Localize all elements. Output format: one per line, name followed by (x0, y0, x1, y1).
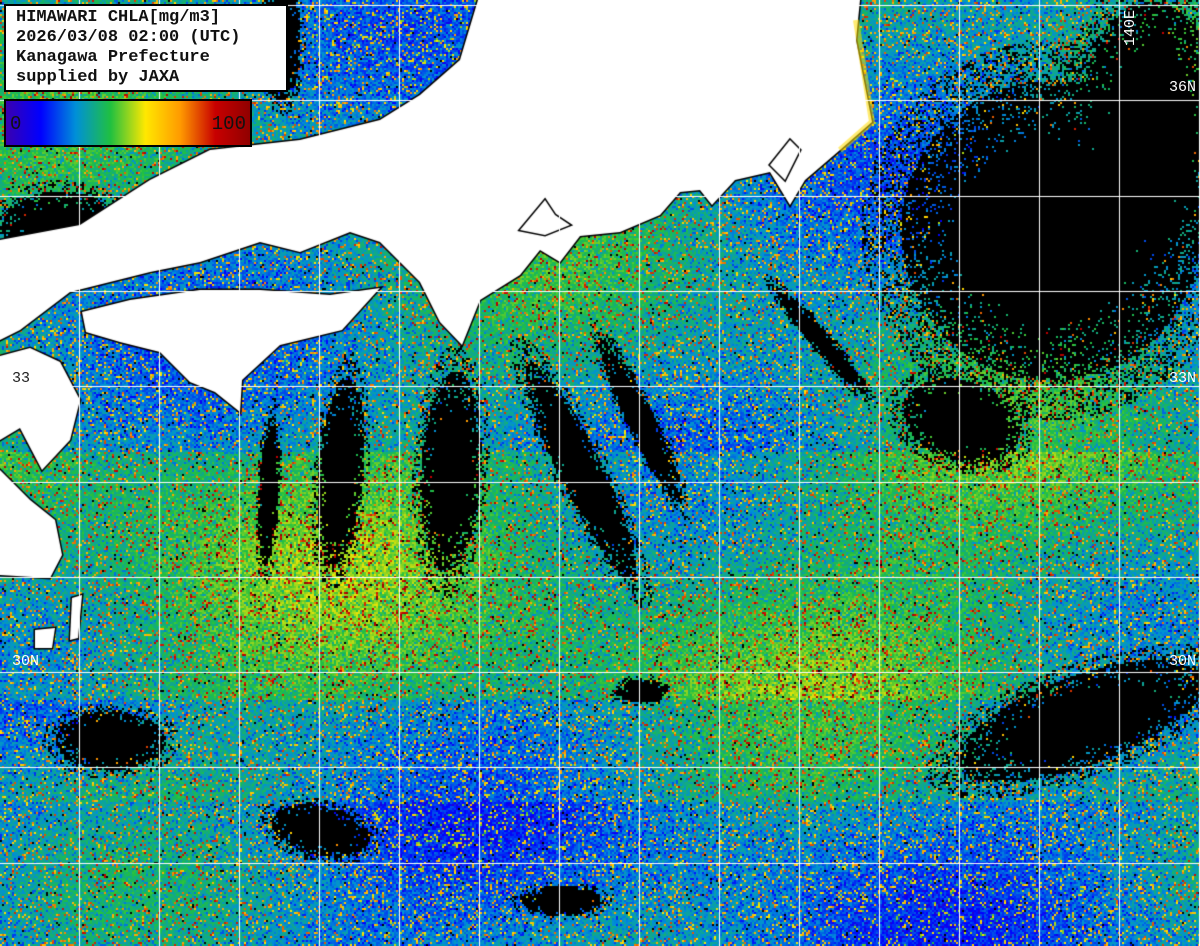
scale-max-label: 100 (211, 113, 246, 135)
lat-label-36n: 36N (1168, 79, 1196, 96)
lon-label-140e: 140E (1122, 9, 1139, 46)
lat-label-30n: 30N (1168, 653, 1196, 670)
scale-min-label: 0 (10, 113, 22, 135)
lat-label-33-left: 33 (12, 370, 31, 387)
provider: Kanagawa Prefecture (16, 48, 210, 67)
product-title: HIMAWARI CHLA[mg/m3] (16, 8, 221, 27)
timestamp: 2026/03/08 02:00 (UTC) (16, 28, 241, 47)
color-scale-bar: 0 100 (4, 99, 252, 147)
map-info-box: HIMAWARI CHLA[mg/m3] 2026/03/08 02:00 (U… (4, 4, 288, 92)
lat-label-30n-left: 30N (12, 653, 40, 670)
lon-label-136e: 136E (483, 0, 500, 36)
lat-label-33n: 33N (1168, 370, 1196, 387)
supplier: supplied by JAXA (16, 68, 180, 87)
